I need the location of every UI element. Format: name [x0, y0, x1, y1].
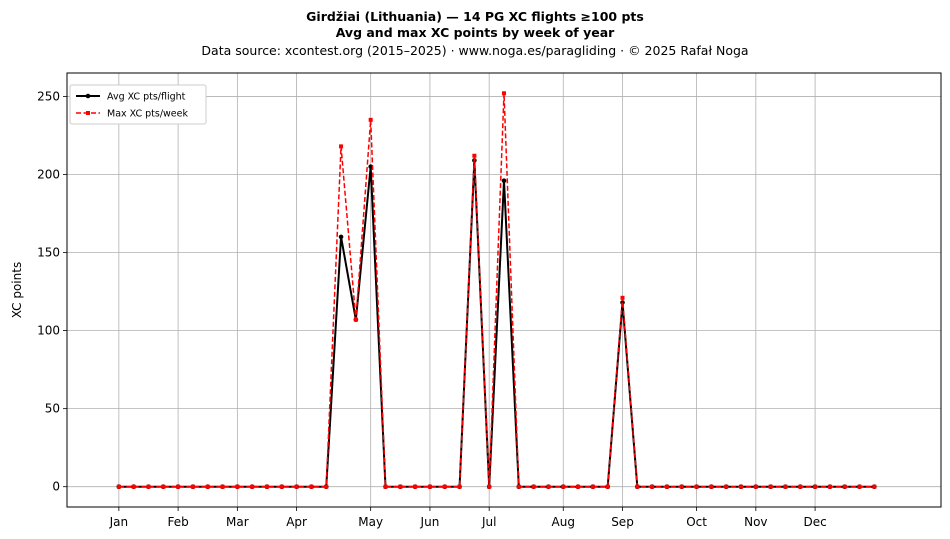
max-data-point — [857, 484, 862, 489]
max-data-point — [190, 484, 195, 489]
y-tick-label: 250 — [37, 89, 60, 103]
max-data-point — [546, 484, 551, 489]
avg-data-point — [338, 234, 344, 240]
max-data-point — [827, 484, 832, 489]
max-data-point — [739, 484, 744, 489]
max-data-point — [131, 484, 136, 489]
max-data-point — [294, 484, 299, 489]
max-data-point — [457, 484, 462, 489]
max-data-point — [353, 317, 358, 322]
y-tick-label: 0 — [52, 480, 60, 494]
legend-avg-label: Avg XC pts/flight — [107, 92, 186, 103]
x-tick-label: Jun — [420, 515, 440, 529]
series-group — [116, 91, 877, 490]
max-data-point — [324, 484, 329, 489]
max-data-point — [264, 484, 269, 489]
max-data-point — [531, 484, 536, 489]
max-data-point — [502, 91, 506, 96]
max-data-point — [798, 484, 803, 489]
x-tick-label: Sep — [611, 515, 634, 529]
x-tick-label: Jan — [109, 515, 129, 529]
max-data-point — [279, 484, 284, 489]
x-tick-label: Dec — [803, 515, 826, 529]
max-data-point — [605, 484, 610, 489]
legend-max-marker — [86, 111, 90, 115]
max-data-point — [472, 153, 477, 158]
max-data-point — [768, 484, 773, 489]
grid — [67, 73, 941, 507]
max-data-point — [205, 484, 210, 489]
max-data-point — [620, 295, 625, 300]
legend: Avg XC pts/flight Max XC pts/week — [69, 84, 207, 125]
x-tick-label: Feb — [167, 515, 188, 529]
legend-frame — [69, 84, 207, 125]
max-data-point — [116, 484, 121, 489]
y-tick-label: 50 — [45, 402, 60, 416]
y-tick-label: 200 — [37, 167, 60, 181]
max-data-point — [694, 484, 699, 489]
x-tick-label: Apr — [286, 515, 307, 529]
chart-subtitle: Avg and max XC points by week of year — [336, 25, 615, 40]
x-axis: Jan Feb Mar Apr May Jun Jul Aug Sep Oct Nov Dec — [109, 507, 827, 529]
x-tick-label: May — [358, 515, 383, 529]
max-data-point — [650, 484, 655, 489]
max-data-point — [724, 484, 729, 489]
y-tick-label: 150 — [37, 246, 60, 260]
max-data-point — [368, 117, 373, 122]
y-axis: 0 50 100 150 200 250 — [37, 89, 67, 494]
max-data-point — [339, 144, 344, 149]
max-data-point — [413, 484, 418, 489]
max-data-point — [161, 484, 166, 489]
max-data-point — [753, 484, 758, 489]
y-axis-label: XC points — [10, 262, 24, 318]
max-data-point — [679, 484, 684, 489]
max-data-point — [235, 484, 240, 489]
chart-title: Girdžiai (Lithuania) — 14 PG XC flights … — [306, 9, 644, 24]
max-data-point — [709, 484, 714, 489]
max-data-point — [176, 484, 181, 489]
max-data-point — [146, 484, 151, 489]
legend-avg-marker — [85, 93, 91, 99]
x-tick-label: Aug — [552, 515, 575, 529]
max-data-point — [590, 484, 595, 489]
x-tick-label: Jul — [481, 515, 496, 529]
x-tick-label: Mar — [226, 515, 249, 529]
max-data-point — [220, 484, 225, 489]
y-tick-label: 100 — [37, 324, 60, 338]
max-data-point — [309, 484, 314, 489]
max-data-point — [813, 484, 818, 489]
plot-frame — [66, 72, 942, 508]
x-tick-label: Oct — [686, 515, 707, 529]
max-data-point — [872, 484, 877, 489]
max-series-line — [118, 92, 875, 488]
max-data-point — [516, 484, 521, 489]
max-data-point — [398, 484, 403, 489]
max-data-point — [383, 484, 388, 489]
max-data-point — [250, 484, 255, 489]
max-data-point — [561, 484, 566, 489]
x-tick-label: Nov — [744, 515, 767, 529]
avg-series-line — [118, 159, 875, 488]
max-data-point — [442, 484, 447, 489]
chart-source: Data source: xcontest.org (2015–2025) · … — [201, 43, 748, 58]
avg-data-point — [501, 178, 507, 184]
max-data-point — [783, 484, 788, 489]
max-data-point — [842, 484, 847, 489]
max-data-point — [635, 484, 640, 489]
max-data-point — [576, 484, 581, 489]
max-data-point — [487, 484, 492, 489]
max-data-point — [664, 484, 669, 489]
max-data-point — [427, 484, 432, 489]
legend-max-label: Max XC pts/week — [107, 109, 188, 120]
